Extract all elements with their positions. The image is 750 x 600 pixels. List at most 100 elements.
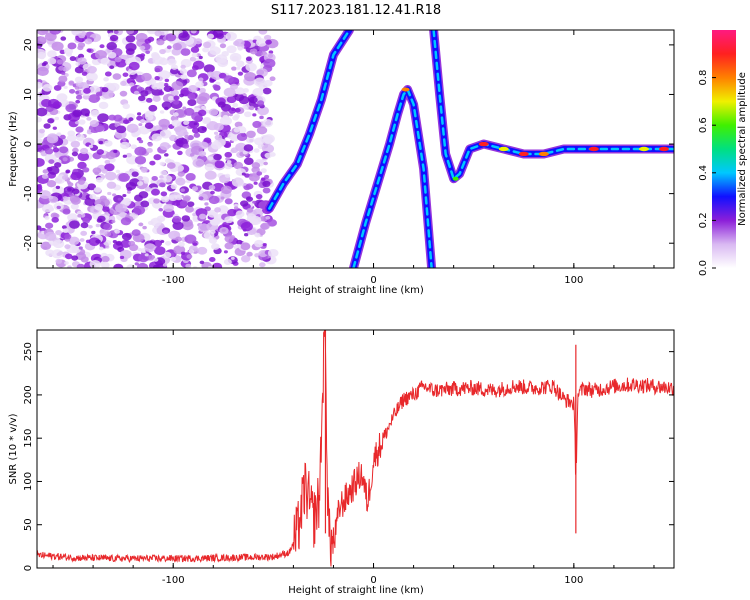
noise-blob [60, 36, 67, 41]
noise-blob [211, 243, 220, 250]
noise-blob [61, 71, 66, 76]
noise-blob [43, 61, 48, 65]
noise-blob [180, 251, 186, 255]
noise-blob [208, 256, 216, 263]
noise-blob [159, 182, 166, 188]
noise-blob [40, 241, 52, 250]
noise-blob [77, 213, 83, 218]
noise-blob [245, 183, 254, 190]
noise-blob [185, 206, 194, 213]
noise-blob [138, 95, 146, 102]
noise-blob [115, 240, 123, 246]
noise-blob [37, 30, 49, 36]
noise-blob [208, 195, 220, 205]
noise-blob [252, 87, 264, 97]
noise-blob [131, 229, 141, 237]
noise-blob [232, 102, 239, 108]
noise-blob [187, 93, 196, 100]
noise-blob [244, 233, 249, 237]
noise-blob [69, 195, 80, 203]
noise-blob [214, 160, 225, 169]
noise-blob [62, 208, 71, 215]
noise-blob [51, 41, 64, 51]
noise-blob [37, 116, 42, 123]
noise-blob [210, 229, 216, 235]
noise-blob [224, 216, 234, 224]
noise-blob [254, 232, 261, 238]
noise-blob [104, 159, 111, 165]
noise-blob [224, 198, 233, 205]
snr-background [37, 330, 674, 568]
spectral-peak [401, 87, 410, 92]
noise-blob [253, 148, 260, 153]
noise-blob [77, 152, 90, 162]
noise-blob [134, 262, 139, 266]
noise-blob [128, 82, 135, 87]
noise-blob [63, 85, 68, 90]
noise-blob [78, 32, 86, 39]
noise-blob [223, 87, 236, 97]
snr-panel: -100 0 100 0 50 100 150 200 250 Height of straig… [8, 329, 675, 596]
noise-blob [162, 263, 168, 267]
noise-blob [88, 237, 100, 246]
noise-blob [101, 86, 109, 93]
noise-blob [254, 253, 260, 258]
noise-blob [133, 90, 140, 95]
noise-blob [131, 171, 139, 177]
noise-blob [147, 220, 154, 225]
noise-blob [175, 177, 186, 186]
noise-blob [251, 162, 261, 169]
noise-blob [75, 94, 83, 100]
noise-blob [235, 87, 245, 95]
noise-blob [147, 142, 154, 147]
noise-blob [245, 136, 255, 144]
noise-blob [204, 170, 217, 180]
spectrogram-plot-area [37, 30, 674, 268]
noise-blob [269, 76, 276, 82]
noise-blob [234, 107, 241, 113]
noise-blob [142, 225, 147, 230]
y-tick-label: 10 [23, 88, 34, 101]
noise-blob [173, 95, 180, 101]
noise-blob [59, 134, 66, 140]
noise-blob [64, 233, 72, 240]
noise-blob [259, 115, 264, 120]
noise-blob [78, 246, 83, 250]
noise-blob [198, 55, 203, 60]
noise-blob [58, 75, 68, 83]
noise-blob [237, 46, 243, 51]
noise-blob [82, 217, 90, 224]
noise-blob [80, 147, 89, 155]
noise-blob [39, 190, 51, 199]
spectrogram-frame [36, 29, 675, 269]
noise-blob [260, 168, 267, 174]
noise-blob [68, 88, 76, 94]
noise-blob [168, 194, 178, 202]
noise-blob [112, 193, 117, 197]
noise-blob [134, 155, 147, 165]
noise-blob [236, 244, 242, 248]
noise-blob [104, 140, 113, 147]
spectral-track-halo [348, 85, 437, 268]
spectral-peak [538, 151, 549, 157]
noise-blob [95, 239, 101, 244]
colorbar-gradient [712, 30, 736, 268]
y-tick-label: 100 [23, 472, 34, 491]
noise-blob [231, 66, 237, 71]
noise-blob [159, 175, 164, 179]
noise-blob [99, 229, 108, 236]
noise-blob [146, 30, 157, 35]
noise-blob [113, 149, 118, 154]
colorbar: 0.0 0.2 0.4 0.6 0.8 Normalized spectral ampl… [698, 30, 748, 276]
noise-blob [119, 255, 125, 260]
noise-blob [243, 106, 248, 110]
noise-blob [158, 118, 170, 128]
noise-blob [159, 142, 171, 151]
noise-blob [120, 217, 132, 226]
noise-blob [148, 104, 158, 112]
noise-blob [141, 72, 152, 82]
noise-blob [74, 66, 84, 74]
noise-blob [64, 253, 73, 260]
noise-blob [137, 175, 143, 181]
noise-blob [128, 61, 140, 71]
